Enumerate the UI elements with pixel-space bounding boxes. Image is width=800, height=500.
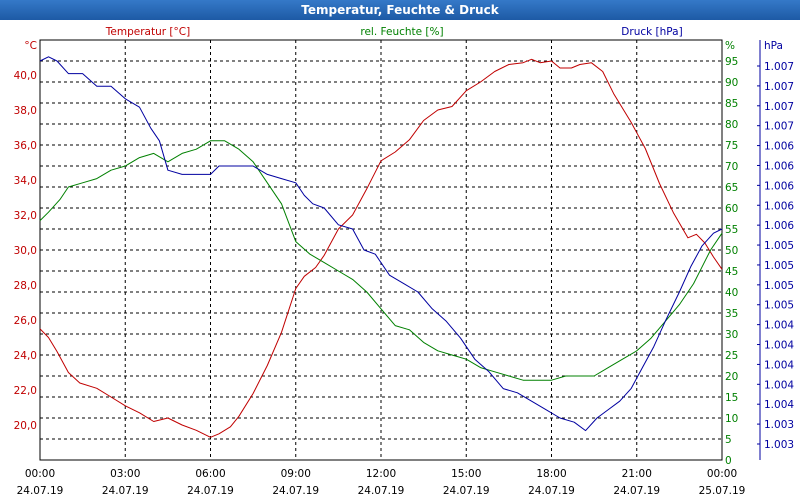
press-tick-label: 1.007 [764,61,794,73]
press-tick-label: 1.007 [764,101,794,113]
press-tick-label: 1.004 [764,359,794,371]
x-tick-date: 24.07.19 [17,485,64,497]
x-tick-time: 00:00 [707,468,737,480]
hum-tick-label: 25 [725,350,738,362]
hum-tick-label: 85 [725,98,738,110]
press-tick-label: 1.007 [764,81,794,93]
labels: 00:00 24.07.19 03:00 24.07.19 06:00 24.07.19 0… [17,26,746,497]
press-tick-label: 1.004 [764,340,794,352]
window-title: Temperatur, Feuchte & Druck [0,0,800,20]
x-tick-date: 24.07.19 [187,485,234,497]
press-tick-label: 1.003 [764,439,794,451]
hum-tick-label: 45 [725,266,738,278]
press-tick-label: 1.006 [764,141,794,153]
x-tick-date: 24.07.19 [528,485,575,497]
press-unit-label: hPa [764,40,783,52]
axes: 20,0 22,0 24,0 26,0 28,0 30,0 32,0 34,0 36,0 38,0… [14,40,794,467]
temp-tick-label: 26,0 [14,315,37,327]
press-tick-label: 1.005 [764,300,794,312]
press-tick-label: 1.004 [764,399,794,411]
press-tick-label: 1.004 [764,320,794,332]
press-tick-label: 1.003 [764,419,794,431]
press-tick-label: 1.005 [764,240,794,252]
hum-tick-label: 70 [725,161,738,173]
press-axis-title: Druck [hPa] [621,26,682,38]
x-tick-date: 24.07.19 [613,485,660,497]
hum-tick-label: 10 [725,413,738,425]
temp-tick-label: 28,0 [14,280,37,292]
x-tick-date: 25.07.19 [699,485,746,497]
hum-tick-label: 20 [725,371,738,383]
press-tick-label: 1.005 [764,260,794,272]
hum-tick-label: 30 [725,329,738,341]
series-line-druck [39,56,723,432]
hum-tick-label: 90 [725,77,738,89]
temp-tick-label: 34,0 [14,175,37,187]
x-tick-time: 12:00 [366,468,396,480]
x-tick-date: 24.07.19 [272,485,319,497]
hum-tick-label: 0 [725,455,732,467]
temp-tick-label: 38,0 [14,105,37,117]
temp-tick-label: 30,0 [14,245,37,257]
hum-tick-label: 5 [725,434,732,446]
temp-tick-label: 22,0 [14,385,37,397]
temp-tick-label: 40,0 [14,70,37,82]
x-tick-time: 09:00 [281,468,311,480]
press-tick-label: 1.006 [764,180,794,192]
hum-tick-label: 95 [725,56,738,68]
x-tick-time: 03:00 [110,468,140,480]
hum-axis-title: rel. Feuchte [%] [360,26,443,38]
hum-unit-label: % [725,40,735,52]
temp-tick-label: 20,0 [14,420,37,432]
hum-tick-label: 35 [725,308,738,320]
series-line-rel-feuchte [39,140,723,381]
x-tick-time: 15:00 [451,468,481,480]
series-layer [39,56,723,438]
temp-unit-label: °C [24,40,37,52]
x-tick-date: 24.07.19 [443,485,490,497]
hum-tick-label: 50 [725,245,738,257]
x-tick-time: 06:00 [195,468,225,480]
hum-tick-label: 15 [725,392,738,404]
x-tick-time: 00:00 [25,468,55,480]
press-tick-label: 1.007 [764,121,794,133]
press-tick-label: 1.004 [764,379,794,391]
hum-tick-label: 40 [725,287,738,299]
x-tick-date: 24.07.19 [102,485,149,497]
hum-tick-label: 80 [725,119,738,131]
hum-tick-label: 60 [725,203,738,215]
press-tick-label: 1.006 [764,160,794,172]
press-tick-label: 1.005 [764,280,794,292]
hum-tick-label: 75 [725,140,738,152]
press-tick-label: 1.006 [764,220,794,232]
series-line-temperatur [39,58,723,438]
temp-tick-label: 36,0 [14,140,37,152]
hum-tick-label: 55 [725,224,738,236]
chart: 20,0 22,0 24,0 26,0 28,0 30,0 32,0 34,0 36,0 38,0… [14,26,795,497]
temp-axis-title: Temperatur [°C] [105,26,190,38]
temp-tick-label: 24,0 [14,350,37,362]
press-tick-label: 1.006 [764,200,794,212]
hum-tick-label: 65 [725,182,738,194]
x-tick-time: 18:00 [536,468,566,480]
grid [39,39,723,461]
x-tick-date: 24.07.19 [358,485,405,497]
temp-tick-label: 32,0 [14,210,37,222]
x-tick-time: 21:00 [622,468,652,480]
